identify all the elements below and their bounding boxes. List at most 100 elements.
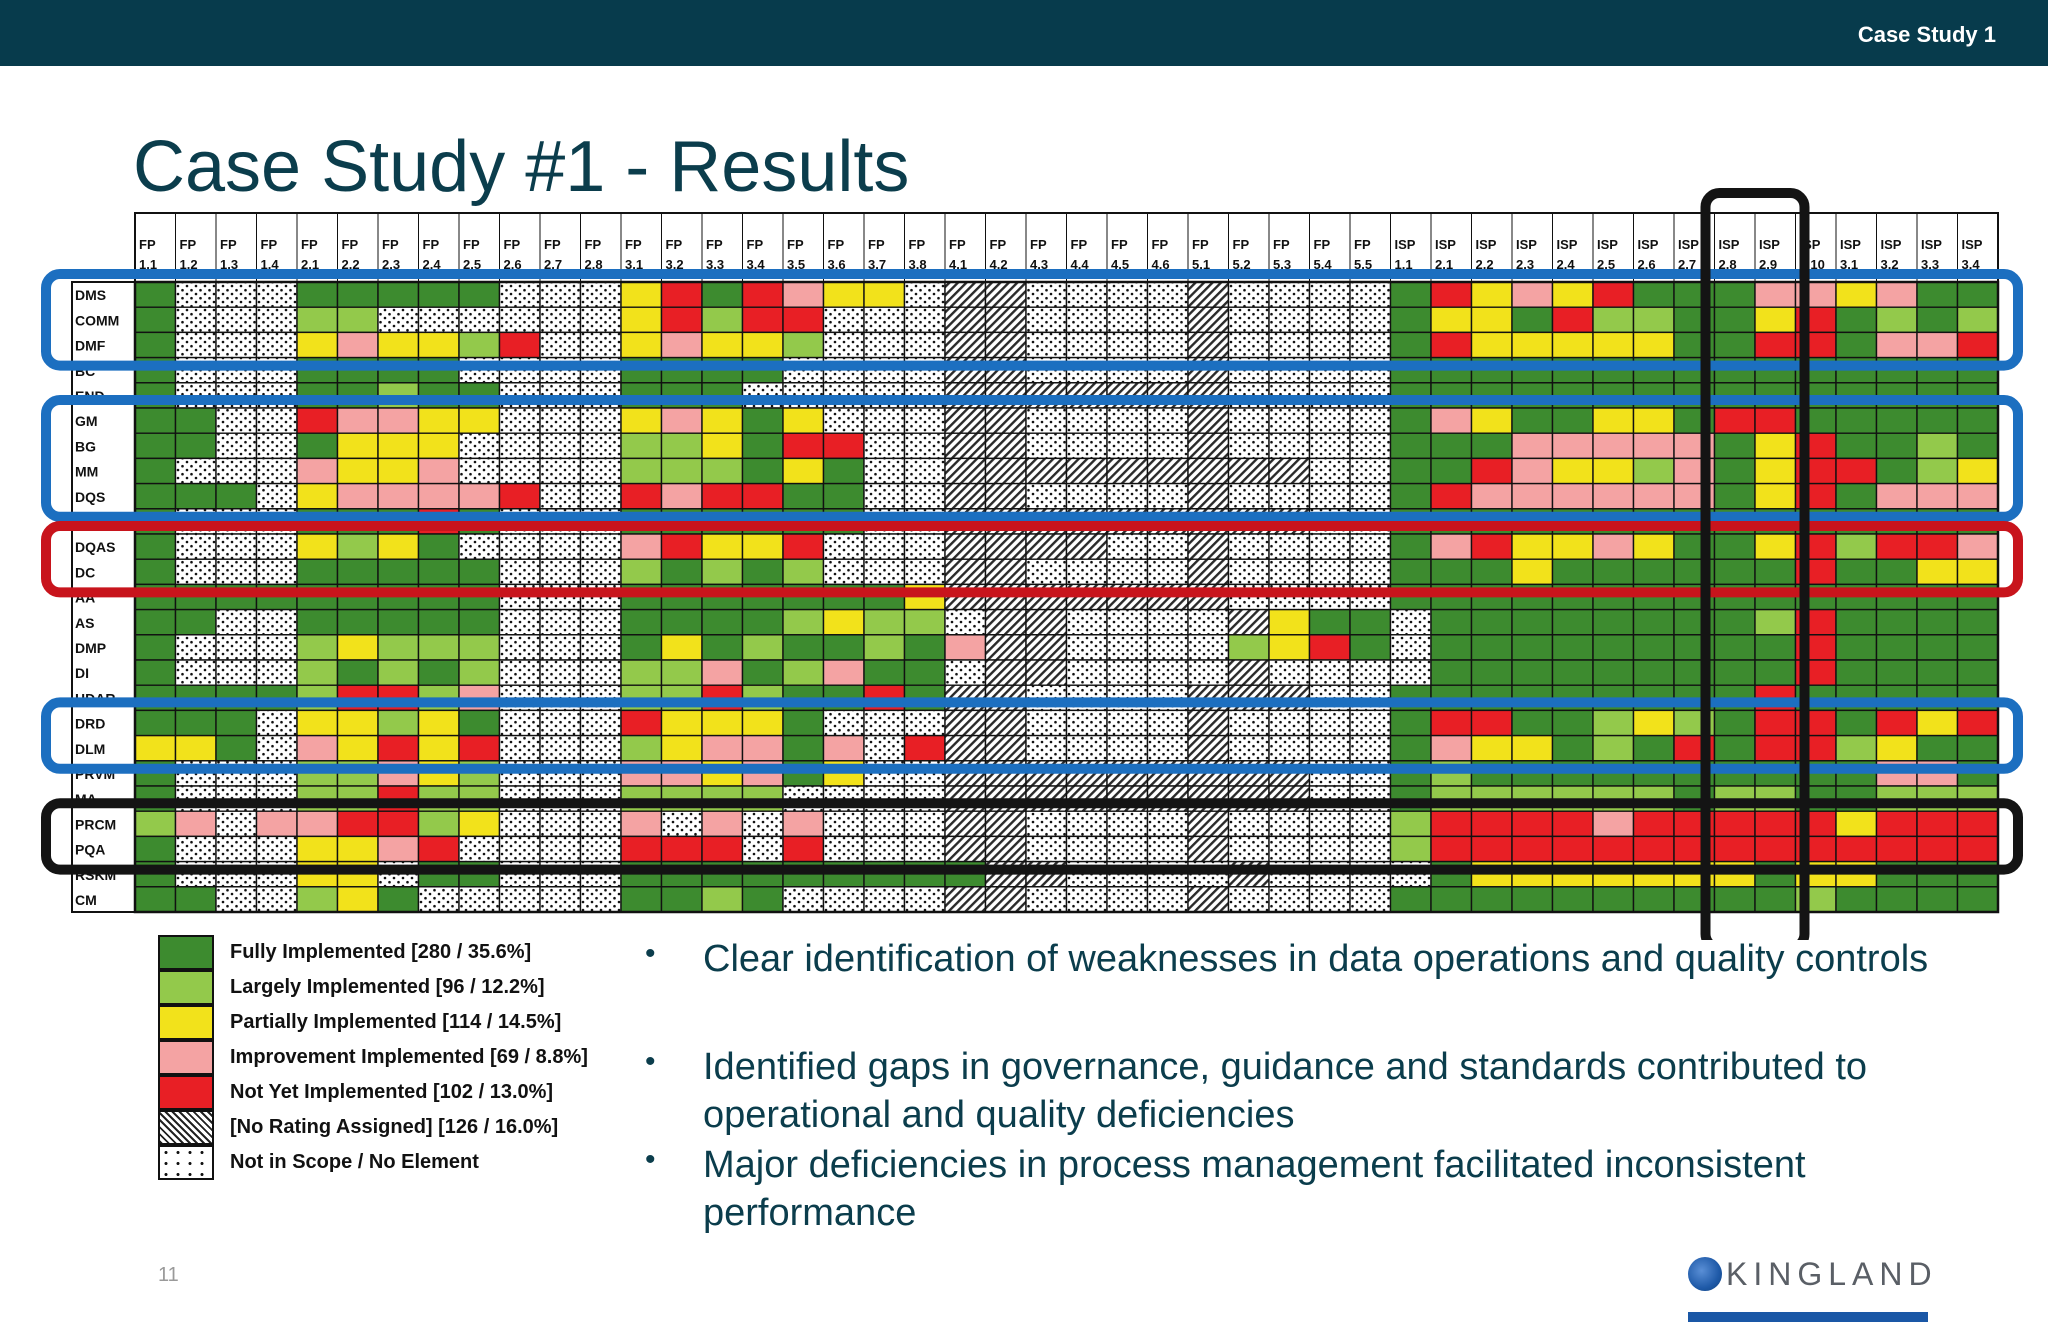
cell-fully	[1754, 558, 1797, 586]
cell-fully	[1916, 608, 1959, 636]
cell-not-in-scope	[903, 709, 946, 737]
cell-improvement	[1430, 734, 1473, 762]
cell-no-rating	[944, 734, 987, 762]
column-label: 3.7	[868, 257, 886, 272]
cell-fully	[1632, 558, 1675, 586]
cell-not-in-scope	[1268, 407, 1311, 434]
cell-partially	[296, 533, 339, 560]
cell-not-in-scope	[539, 634, 582, 661]
cell-partially	[377, 432, 420, 460]
cell-largely	[1875, 306, 1918, 334]
cell-not-in-scope	[1146, 886, 1189, 913]
cell-largely	[377, 709, 420, 737]
cell-not-yet	[660, 306, 703, 334]
cell-partially	[1551, 281, 1594, 308]
column-label: ISP	[1597, 237, 1618, 252]
cell-not-in-scope	[863, 407, 906, 434]
cell-not-yet	[1430, 331, 1473, 359]
cell-not-yet	[903, 734, 946, 762]
cell-largely	[660, 432, 703, 460]
cell-fully	[134, 659, 177, 686]
cell-fully	[215, 734, 258, 762]
cell-not-yet	[1916, 810, 1959, 838]
cell-fully	[660, 886, 703, 913]
cell-not-yet	[1875, 533, 1918, 560]
kingland-logo: KINGLAND	[1688, 1254, 1932, 1324]
cell-no-rating	[984, 659, 1027, 686]
cell-not-in-scope	[660, 810, 703, 838]
cell-no-rating	[1187, 331, 1230, 359]
cell-no-rating	[1187, 810, 1230, 838]
cell-not-in-scope	[255, 457, 298, 485]
cell-not-in-scope	[1349, 835, 1392, 863]
cell-partially	[336, 886, 379, 913]
column-label: 3.3	[1921, 257, 1939, 272]
cell-fully	[1551, 659, 1594, 686]
cell-not-in-scope	[822, 331, 865, 359]
cell-not-in-scope	[863, 306, 906, 334]
cell-not-in-scope	[1106, 608, 1149, 636]
cell-not-in-scope	[903, 281, 946, 308]
cell-not-in-scope	[1146, 659, 1189, 686]
row-label: BG	[75, 438, 96, 454]
cell-not-in-scope	[1389, 634, 1432, 661]
cell-not-in-scope	[1146, 407, 1189, 434]
column-label: ISP	[1476, 237, 1497, 252]
cell-largely	[377, 634, 420, 661]
cell-no-rating	[1187, 835, 1230, 863]
cell-not-yet	[701, 482, 744, 510]
legend-label: [No Rating Assigned] [126 / 16.0%]	[230, 1116, 559, 1138]
cell-improvement	[255, 810, 298, 838]
cell-partially	[660, 709, 703, 737]
cell-not-yet	[1875, 810, 1918, 838]
cell-not-in-scope	[903, 432, 946, 460]
column-label: FP	[1111, 237, 1128, 252]
cell-not-yet	[1713, 407, 1756, 434]
cell-not-in-scope	[863, 457, 906, 485]
cell-improvement	[377, 407, 420, 434]
cell-not-in-scope	[1065, 407, 1108, 434]
row-label: DQAS	[75, 539, 115, 555]
column-label: FP	[1192, 237, 1209, 252]
cell-no-rating	[1065, 533, 1108, 560]
cell-not-in-scope	[1025, 432, 1068, 460]
cell-not-in-scope	[255, 558, 298, 586]
cell-not-in-scope	[1349, 482, 1392, 510]
cell-not-in-scope	[1308, 734, 1351, 762]
cell-no-rating	[1106, 457, 1149, 485]
cell-partially	[1956, 457, 1999, 485]
cell-fully	[296, 608, 339, 636]
cell-not-in-scope	[174, 659, 217, 686]
cell-not-in-scope	[174, 457, 217, 485]
column-label: 3.8	[909, 257, 927, 272]
cell-partially	[1835, 810, 1878, 838]
cell-fully	[1875, 659, 1918, 686]
cell-fully	[1430, 659, 1473, 686]
column-label: FP	[949, 237, 966, 252]
cell-fully	[1835, 432, 1878, 460]
column-label: FP	[828, 237, 845, 252]
cell-largely	[620, 457, 663, 485]
cell-fully	[134, 533, 177, 560]
cell-not-in-scope	[174, 533, 217, 560]
cell-not-in-scope	[1025, 482, 1068, 510]
cell-not-in-scope	[539, 659, 582, 686]
cell-not-in-scope	[1268, 482, 1311, 510]
cell-fully	[1956, 659, 1999, 686]
cell-partially	[377, 533, 420, 560]
cell-not-in-scope	[1268, 331, 1311, 359]
cell-not-yet	[782, 533, 825, 560]
cell-not-in-scope	[579, 659, 622, 686]
cell-not-in-scope	[1106, 407, 1149, 434]
cell-fully	[296, 281, 339, 308]
cell-not-in-scope	[579, 886, 622, 913]
column-label: 5.5	[1354, 257, 1372, 272]
cell-not-in-scope	[255, 482, 298, 510]
cell-improvement	[1875, 281, 1918, 308]
cell-fully	[660, 608, 703, 636]
cell-partially	[174, 734, 217, 762]
cell-not-in-scope	[1146, 331, 1189, 359]
cell-not-yet	[1875, 709, 1918, 737]
cell-fully	[660, 558, 703, 586]
cell-not-in-scope	[174, 835, 217, 863]
